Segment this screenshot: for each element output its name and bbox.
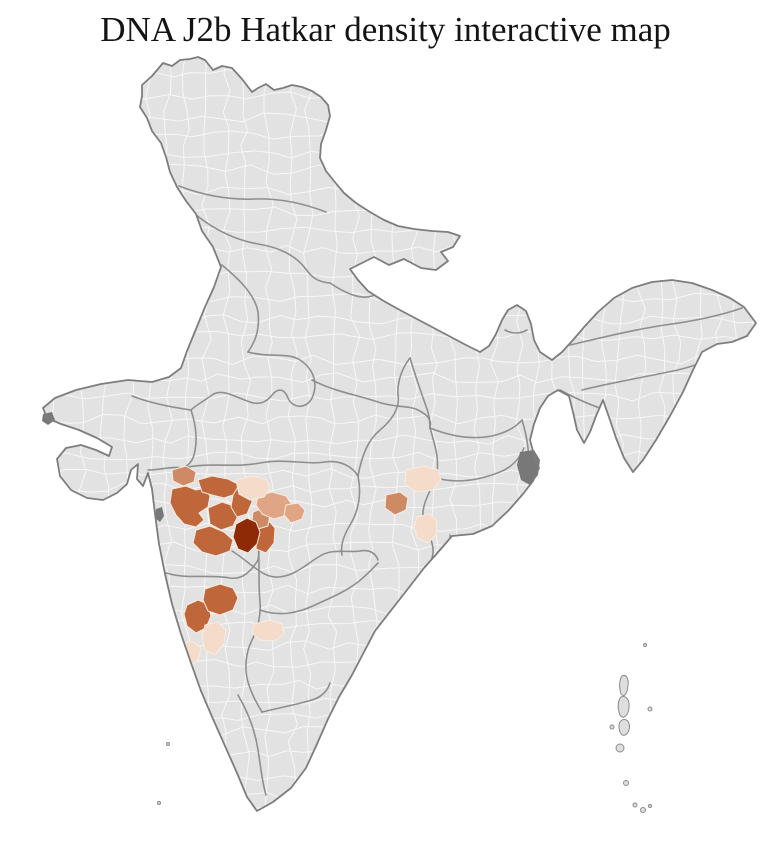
district-boundary-line [565, 57, 577, 811]
district-boundary-line [43, 804, 756, 811]
district-boundary-line [43, 163, 756, 175]
district-boundary-line [43, 129, 756, 141]
district-boundary-line [220, 57, 231, 811]
district-boundary-line [713, 57, 724, 811]
island-dot[interactable] [647, 706, 653, 712]
district-boundary-line [43, 619, 753, 631]
island-dot[interactable] [643, 643, 647, 647]
district-d5[interactable] [192, 525, 234, 557]
district-boundary-line [76, 57, 87, 811]
island-dot[interactable] [609, 724, 615, 730]
district-d19[interactable] [404, 465, 442, 493]
district-d18[interactable] [251, 619, 285, 642]
district-boundary-line [43, 112, 756, 123]
district-boundary-line [598, 57, 610, 811]
district-boundary-line [52, 57, 64, 811]
nicobar-island[interactable] [640, 807, 646, 813]
district-boundary-line [43, 186, 754, 197]
district-boundary-line [43, 658, 748, 668]
little-andaman-island[interactable] [615, 743, 625, 753]
district-d15[interactable] [235, 475, 271, 501]
india-outline [42, 56, 757, 812]
district-boundary-line [240, 57, 251, 811]
district-d16[interactable] [201, 621, 227, 656]
andaman-island[interactable] [617, 696, 630, 718]
district-d4[interactable] [207, 501, 239, 531]
island-dot[interactable] [166, 742, 170, 746]
district-boundary-line [581, 57, 593, 811]
district-boundary-line [730, 57, 742, 811]
island-dot[interactable] [623, 780, 629, 786]
district-boundary-line [303, 57, 314, 811]
district-boundary-line [201, 57, 212, 811]
andaman-island[interactable] [619, 675, 629, 697]
district-boundary-line [748, 57, 756, 811]
lakshadweep-islands[interactable] [157, 742, 170, 805]
district-boundary-line [43, 726, 756, 738]
island-dot[interactable] [632, 802, 638, 808]
district-d2[interactable] [169, 485, 211, 528]
district-d20[interactable] [413, 513, 438, 544]
district-boundary-line [43, 679, 756, 691]
district-boundary-line [43, 434, 754, 445]
district-boundary-line [43, 789, 756, 801]
district-boundary-line [287, 57, 299, 811]
district-d1[interactable] [232, 517, 261, 554]
district-boundary-line [43, 413, 756, 425]
district-boundary-line [691, 57, 703, 811]
district-d12[interactable] [384, 491, 409, 516]
island-dot[interactable] [648, 804, 652, 808]
district-d14[interactable] [283, 502, 306, 524]
district-d9[interactable] [202, 583, 239, 616]
district-boundary-line [43, 697, 756, 708]
india-landmass[interactable] [43, 57, 756, 811]
district-d10[interactable] [171, 465, 197, 487]
district-boundary-line [43, 90, 756, 100]
district-boundary-line [43, 711, 756, 723]
district-boundary-line [670, 57, 682, 811]
district-boundary-line [549, 57, 560, 811]
district-boundary-line [43, 268, 756, 279]
mumbai-coast-patch [155, 507, 164, 522]
district-boundary-line [43, 746, 748, 758]
district-boundary-line [43, 149, 756, 159]
district-boundary-line [43, 771, 750, 782]
district-boundary-line [43, 206, 756, 217]
district-boundary-line [43, 68, 756, 80]
andaman-nicobar-islands[interactable] [609, 643, 653, 813]
choropleth-districts[interactable] [169, 465, 442, 669]
page-title: DNA J2b Hatkar density interactive map [100, 10, 671, 49]
island-dot[interactable] [157, 801, 161, 805]
andaman-island[interactable] [618, 719, 630, 736]
district-boundary-line [43, 57, 46, 811]
district-boundary-line [43, 391, 756, 403]
district-boundary-line [43, 640, 756, 652]
district-boundary-line [263, 57, 275, 811]
